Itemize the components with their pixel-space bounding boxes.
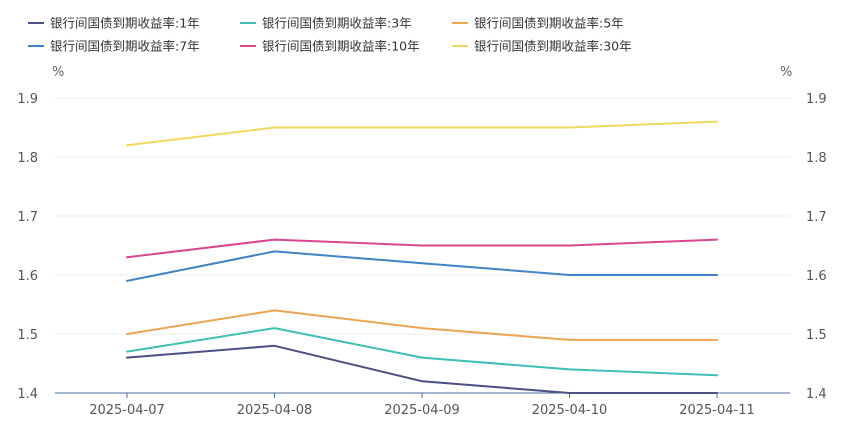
x-tick-label: 2025-04-07 (89, 403, 165, 418)
series-line (126, 344, 718, 394)
series-line (126, 327, 718, 377)
y-unit-left: % (52, 65, 64, 80)
legend-item: 银行间国债到期收益率:5年 (452, 16, 624, 31)
y-tick-label-right: 1.8 (806, 151, 827, 166)
legend-label: 银行间国债到期收益率:7年 (50, 39, 200, 54)
y-tick-label-left: 1.4 (17, 387, 38, 402)
axes: 1.4 1.4 1.5 1.5 1.6 1.6 1.7 1.7 1.8 1.8 1.9 1.9 2025… (17, 92, 826, 418)
legend-label: 银行间国债到期收益率:1年 (50, 16, 200, 31)
y-tick-label-left: 1.7 (17, 210, 38, 225)
y-tick-label-left: 1.9 (17, 92, 38, 107)
y-tick-label-left: 1.6 (17, 269, 38, 284)
series-line (126, 250, 718, 282)
legend-label: 银行间国债到期收益率:3年 (262, 16, 412, 31)
legend-item: 银行间国债到期收益率:3年 (240, 16, 412, 31)
series-lines (126, 120, 718, 394)
y-tick-label-right: 1.9 (806, 92, 827, 107)
y-tick-label-left: 1.8 (17, 151, 38, 166)
series-line (126, 309, 718, 341)
legend-item: 银行间国债到期收益率:10年 (240, 39, 420, 54)
x-tick-label: 2025-04-11 (679, 403, 755, 418)
legend-label: 银行间国债到期收益率:5年 (474, 16, 624, 31)
grid (55, 97, 790, 335)
legend-item: 银行间国债到期收益率:30年 (452, 39, 632, 54)
legend-item: 银行间国债到期收益率:7年 (28, 39, 200, 54)
y-unit-right: % (780, 65, 792, 80)
y-tick-label-right: 1.5 (806, 328, 827, 343)
y-tick-label-right: 1.4 (806, 387, 827, 402)
legend: 银行间国债到期收益率:1年 银行间国债到期收益率:3年 银行间国债到期收益率:5年银… (28, 16, 632, 54)
x-tick-label: 2025-04-09 (384, 403, 460, 418)
x-tick-label: 2025-04-10 (532, 403, 608, 418)
series-line (126, 120, 718, 147)
legend-item: 银行间国债到期收益率:1年 (28, 16, 200, 31)
y-tick-label-right: 1.7 (806, 210, 827, 225)
series-line (126, 238, 718, 259)
y-tick-label-right: 1.6 (806, 269, 827, 284)
x-tick-label: 2025-04-08 (237, 403, 313, 418)
legend-label: 银行间国债到期收益率:30年 (474, 39, 632, 54)
y-tick-label-left: 1.5 (17, 328, 38, 343)
legend-label: 银行间国债到期收益率:10年 (262, 39, 420, 54)
